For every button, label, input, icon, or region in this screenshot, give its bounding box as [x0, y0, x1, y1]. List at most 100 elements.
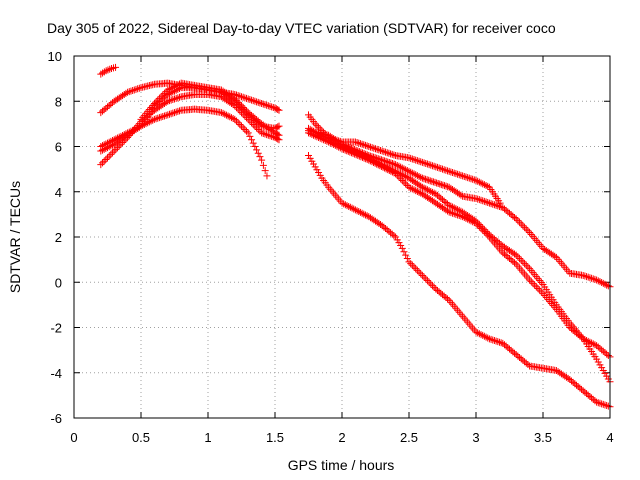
data-point — [482, 227, 490, 235]
data-point — [112, 63, 120, 71]
data-point — [122, 89, 130, 97]
data-point — [430, 162, 438, 170]
data-point — [395, 169, 403, 177]
data-point — [261, 167, 269, 175]
data-point — [360, 210, 368, 218]
data-point — [349, 147, 357, 155]
data-point — [536, 286, 544, 294]
data-point — [484, 334, 492, 342]
data-point — [275, 106, 283, 114]
data-point — [244, 95, 252, 103]
y-tick-label: -2 — [50, 321, 62, 336]
y-tick-label: -4 — [50, 366, 62, 381]
data-point — [417, 173, 425, 181]
data-point — [598, 400, 606, 408]
data-point — [604, 402, 612, 410]
data-point — [360, 141, 368, 149]
data-point — [102, 67, 110, 75]
data-point — [155, 94, 163, 102]
data-point — [167, 110, 175, 118]
data-point — [444, 207, 452, 215]
data-point — [589, 340, 597, 348]
data-point — [347, 146, 355, 154]
data-point — [440, 166, 448, 174]
data-point — [425, 187, 433, 195]
data-point — [266, 132, 274, 140]
data-point — [343, 202, 351, 210]
data-point — [176, 107, 184, 115]
data-point — [104, 144, 111, 152]
data-point — [402, 251, 410, 259]
data-point — [268, 103, 276, 111]
data-point — [579, 271, 587, 279]
data-point — [155, 114, 163, 122]
data-point — [99, 69, 107, 77]
x-tick-label: 2.5 — [400, 430, 418, 445]
data-point — [445, 201, 453, 209]
data-point — [171, 83, 178, 91]
data-point — [393, 161, 401, 169]
data-point — [107, 150, 115, 158]
data-point — [413, 157, 421, 165]
data-point — [171, 109, 178, 117]
data-point — [370, 144, 378, 152]
data-point — [224, 112, 232, 120]
data-point — [266, 102, 274, 110]
data-point — [412, 171, 420, 179]
data-point — [586, 274, 594, 282]
data-point — [477, 179, 485, 187]
data-point — [402, 172, 410, 180]
data-point — [593, 398, 601, 406]
x-tick-label: 2 — [338, 430, 345, 445]
data-point — [232, 117, 240, 125]
data-point — [521, 223, 529, 231]
data-point — [482, 182, 490, 190]
data-point — [326, 137, 334, 145]
data-point — [413, 172, 421, 180]
data-point — [174, 81, 182, 89]
data-point — [353, 207, 361, 215]
data-point — [511, 213, 519, 221]
data-point — [392, 161, 400, 169]
data-point — [254, 98, 262, 106]
data-point — [516, 218, 524, 226]
data-point — [447, 202, 455, 210]
data-point — [341, 201, 349, 209]
data-point — [464, 174, 472, 182]
data-point — [388, 150, 396, 158]
data-point — [363, 153, 371, 161]
data-point — [269, 103, 277, 111]
data-point — [484, 229, 492, 237]
series-track-f — [137, 79, 283, 139]
data-point — [599, 400, 607, 408]
data-point — [351, 206, 359, 214]
data-point — [135, 84, 143, 92]
data-point — [357, 150, 365, 158]
data-point — [437, 165, 445, 173]
data-point — [353, 139, 361, 147]
data-point — [382, 148, 390, 156]
data-point — [164, 97, 172, 105]
data-point — [167, 96, 175, 104]
y-tick-label: 4 — [55, 185, 62, 200]
data-point — [445, 208, 453, 216]
data-point — [604, 351, 612, 359]
data-point — [517, 256, 525, 264]
data-point — [124, 88, 132, 96]
data-point — [164, 111, 172, 119]
data-point — [423, 186, 431, 194]
data-point — [248, 96, 256, 104]
data-point — [313, 122, 321, 130]
data-point — [354, 149, 362, 157]
data-point — [392, 167, 400, 175]
data-point — [254, 149, 262, 157]
data-point — [365, 143, 373, 150]
data-point — [591, 275, 599, 283]
data-point — [263, 172, 271, 180]
data-point — [383, 149, 391, 157]
y-tick-label: 0 — [55, 275, 62, 290]
data-point — [376, 159, 384, 167]
data-point — [407, 154, 415, 162]
data-point — [423, 160, 431, 168]
